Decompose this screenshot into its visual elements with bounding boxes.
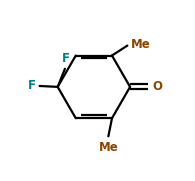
Text: F: F: [28, 79, 36, 92]
Text: Me: Me: [131, 38, 151, 51]
Text: F: F: [62, 52, 70, 65]
Text: Me: Me: [98, 141, 118, 154]
Text: O: O: [152, 80, 162, 93]
